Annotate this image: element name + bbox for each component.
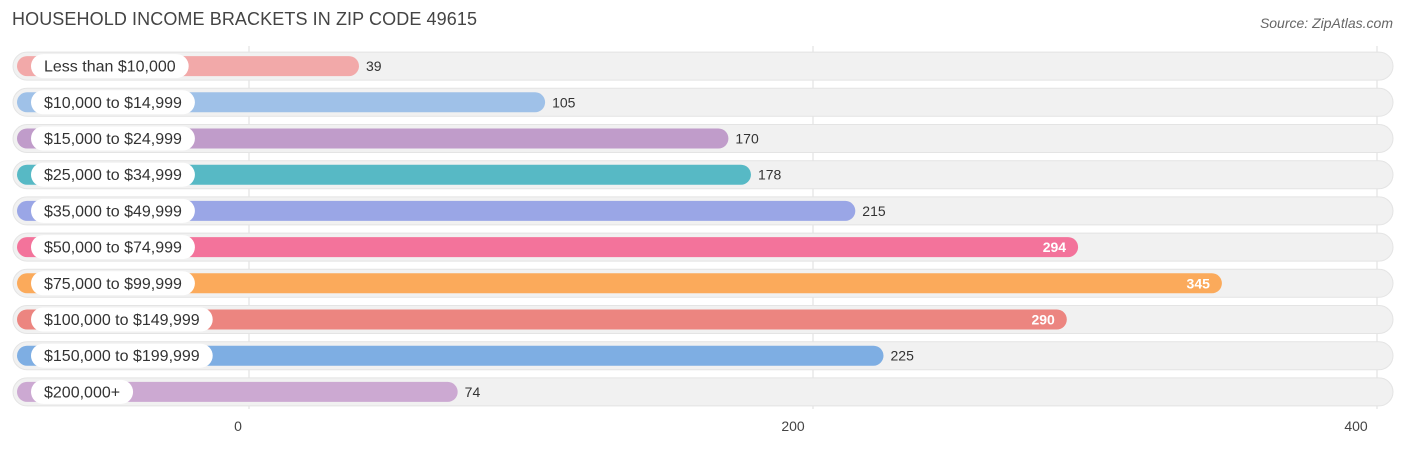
category-label-pill	[31, 126, 195, 151]
tick-label-400: 400	[1344, 418, 1368, 434]
chart-title: HOUSEHOLD INCOME BRACKETS IN ZIP CODE 49…	[12, 9, 478, 29]
value-label: 105	[552, 94, 576, 110]
bar	[17, 237, 1079, 258]
bar	[17, 345, 884, 366]
source-label: Source: ZipAtlas.com	[1259, 15, 1393, 31]
bar-row: Less than $10,000 39	[12, 51, 1394, 81]
category-label: $15,000 to $24,999	[44, 131, 182, 148]
category-label: $75,000 to $99,999	[44, 276, 182, 293]
value-label: 170	[735, 131, 759, 147]
bar-row: $100,000 to $149,999 290	[12, 305, 1394, 334]
bar-row: $150,000 to $199,999 225	[12, 341, 1394, 371]
category-label-pill	[31, 271, 195, 296]
category-label-pill	[31, 235, 195, 260]
category-label: $35,000 to $49,999	[44, 203, 182, 220]
value-label: 215	[862, 203, 886, 219]
value-label: 225	[891, 348, 915, 364]
category-label-pill	[31, 162, 195, 187]
bar	[17, 309, 1067, 330]
bar-row: $15,000 to $24,999 170	[12, 124, 1394, 153]
tick-label-200: 200	[781, 418, 805, 434]
value-label: 294	[1043, 239, 1067, 255]
bar-row: $10,000 to $14,999 105	[12, 87, 1394, 117]
bar-row: $35,000 to $49,999 215	[12, 196, 1394, 226]
ticks-layer: 0 200 400	[234, 418, 1368, 434]
category-label: $150,000 to $199,999	[44, 348, 200, 365]
row-track	[12, 51, 1394, 81]
category-label: Less than $10,000	[44, 59, 176, 76]
value-label: 74	[465, 384, 481, 400]
bar-row: $200,000+ 74	[12, 377, 1394, 407]
value-label: 39	[366, 58, 382, 74]
bar-row: $50,000 to $74,999 294	[12, 232, 1394, 262]
category-label: $10,000 to $14,999	[44, 95, 182, 112]
category-label-pill	[31, 198, 195, 223]
category-label-pill	[31, 379, 134, 404]
category-label: $50,000 to $74,999	[44, 240, 182, 257]
category-label-pill	[31, 343, 213, 368]
category-label: $100,000 to $149,999	[44, 312, 200, 329]
bar	[17, 273, 1222, 294]
bar-row: $25,000 to $34,999 178	[12, 160, 1394, 190]
bar	[17, 200, 856, 221]
bar	[17, 164, 751, 185]
bar-row: $75,000 to $99,999 345	[12, 268, 1394, 298]
category-label: $200,000+	[44, 384, 120, 401]
tick-label-0: 0	[234, 418, 242, 434]
category-label-pill	[31, 54, 189, 79]
value-label: 290	[1031, 312, 1055, 328]
bar	[17, 128, 729, 149]
value-label: 178	[758, 167, 782, 183]
category-label-pill	[31, 90, 195, 115]
category-label: $25,000 to $34,999	[44, 167, 182, 184]
value-label: 345	[1187, 275, 1211, 291]
category-label-pill	[31, 307, 213, 332]
rows-layer: Less than $10,000 39 $10,000 to $14,999 105…	[12, 51, 1394, 407]
